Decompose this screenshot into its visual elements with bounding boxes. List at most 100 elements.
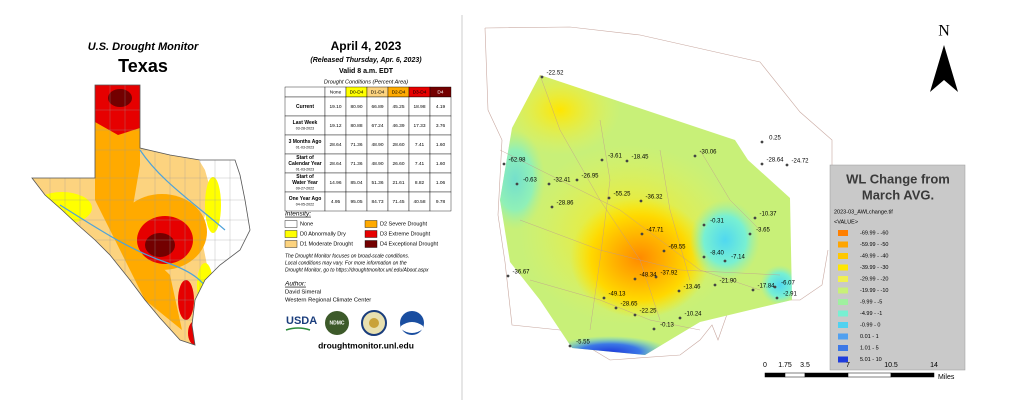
- well-label: -36.67: [512, 270, 530, 276]
- well-point: [502, 162, 506, 166]
- legend-title-1: WL Change from: [846, 171, 950, 186]
- intensity-label: D2 Severe Drought: [380, 221, 428, 227]
- well-point: [625, 159, 629, 163]
- table-value: 80.88: [350, 123, 362, 129]
- table-value: 71.45: [392, 199, 404, 205]
- well-label: -0.63: [523, 178, 537, 184]
- table-value: 7.41: [415, 161, 425, 167]
- north-arrow: N: [930, 23, 958, 92]
- well-point: [760, 140, 764, 144]
- table-value: 28.60: [392, 142, 404, 148]
- notes: The Drought Monitor focuses on broad-sca…: [285, 253, 429, 273]
- table-value: 46.39: [392, 123, 404, 129]
- legend-box: [829, 164, 966, 371]
- well-label: -36.32: [645, 195, 663, 201]
- well-point: [702, 223, 706, 227]
- row-label: Last Week: [293, 120, 318, 126]
- well-labels: -22.52 -62.98 -0.63 -32.41 -26.95 -3.61 -18.45…: [502, 71, 809, 348]
- table-value: 28.64: [329, 142, 341, 148]
- row-date: 04-05-2022: [296, 202, 314, 206]
- table-value: 8.82: [415, 180, 425, 186]
- well-label: -0.13: [660, 323, 674, 329]
- column-header: D3-D4: [413, 89, 427, 95]
- scale-segment: [804, 372, 849, 378]
- well-point: [602, 296, 606, 300]
- dm-state: Texas: [118, 56, 168, 76]
- table-value: 19.12: [329, 123, 341, 129]
- dm-released: (Released Thursday, Apr. 6, 2023): [310, 57, 422, 64]
- well-label: -17.84: [757, 284, 775, 290]
- well-point: [550, 205, 554, 209]
- class-label: -0.99 - 0: [860, 322, 880, 328]
- table-value: 3.76: [436, 123, 446, 129]
- table-value: 9.78: [436, 199, 446, 205]
- table-value: 51.36: [371, 180, 383, 186]
- author-title: Author:: [284, 281, 306, 288]
- drought-area: [188, 321, 202, 345]
- class-swatch: [838, 230, 848, 236]
- scale-label: 0: [763, 362, 767, 369]
- well-point: [515, 182, 519, 186]
- class-swatch: [838, 356, 848, 363]
- well-point: [785, 163, 789, 167]
- note-line: The Drought Monitor focuses on broad-sca…: [285, 253, 409, 259]
- intensity-label: D1 Moderate Drought: [300, 241, 353, 247]
- row-date: 09-27-2022: [296, 186, 314, 190]
- class-label: 5.01 - 10: [860, 357, 882, 363]
- roads: [499, 74, 781, 331]
- intensity-swatch: [284, 230, 298, 238]
- well-label: -13.46: [683, 285, 701, 291]
- drought-area: [108, 89, 132, 107]
- class-swatch: [838, 299, 848, 305]
- well-label: -37.92: [660, 271, 678, 277]
- row-label: Start of: [296, 174, 314, 180]
- class-label: -9.99 - -5: [860, 299, 882, 305]
- well-point: [775, 296, 779, 300]
- class-swatch: [838, 287, 848, 294]
- author-name: David Simeral: [285, 290, 321, 296]
- well-point: [575, 178, 579, 182]
- logos: USDA NDMC: [285, 310, 424, 336]
- scale-segment: [847, 372, 892, 378]
- class-label: -29.99 - -20: [860, 276, 888, 282]
- well-label: -21.90: [719, 279, 737, 285]
- well-point: [751, 288, 755, 292]
- table-value: 19.10: [329, 104, 341, 110]
- class-swatch: [838, 264, 848, 271]
- usda-logo: USDA: [286, 315, 317, 327]
- legend-raster: 2023-03_AWLchange.tif: [834, 209, 893, 215]
- well-label: -69.55: [668, 245, 686, 251]
- class-label: -39.99 - -30: [860, 265, 888, 271]
- table-value: 17.33: [413, 123, 425, 129]
- row-label: Start of: [296, 155, 314, 161]
- well-label: -7.14: [731, 255, 745, 261]
- table-value: 45.25: [392, 104, 404, 110]
- table-value: 67.24: [371, 123, 383, 129]
- well-point: [748, 232, 752, 236]
- scale-unit: Miles: [938, 374, 955, 381]
- well-point: [547, 182, 551, 186]
- well-point: [652, 327, 656, 331]
- column-header: D4: [437, 89, 443, 95]
- well-point: [540, 75, 544, 79]
- well-point: [760, 162, 764, 166]
- dm-date: April 4, 2023: [331, 39, 402, 53]
- legend-title-2: March AVG.: [862, 187, 934, 202]
- column-header: D2-D4: [392, 89, 406, 95]
- table-value: 14.96: [329, 180, 341, 186]
- well-label: -62.98: [508, 158, 526, 164]
- intensity-label: D4 Exceptional Drought: [380, 241, 439, 247]
- intensity-title: Intensity:: [285, 211, 311, 218]
- class-label: -19.99 - -10: [860, 288, 888, 294]
- class-swatch: [838, 253, 848, 259]
- well-label: -32.41: [553, 178, 571, 184]
- well-label: -18.45: [631, 155, 649, 161]
- well-point: [723, 259, 727, 263]
- scale-label: 10.5: [884, 362, 898, 369]
- row-label: Water Year: [292, 180, 318, 186]
- note-line: Drought Monitor, go to https://droughtmo…: [285, 267, 429, 273]
- well-label: -3.61: [608, 154, 622, 160]
- class-swatch: [838, 241, 848, 248]
- well-point: [693, 154, 697, 158]
